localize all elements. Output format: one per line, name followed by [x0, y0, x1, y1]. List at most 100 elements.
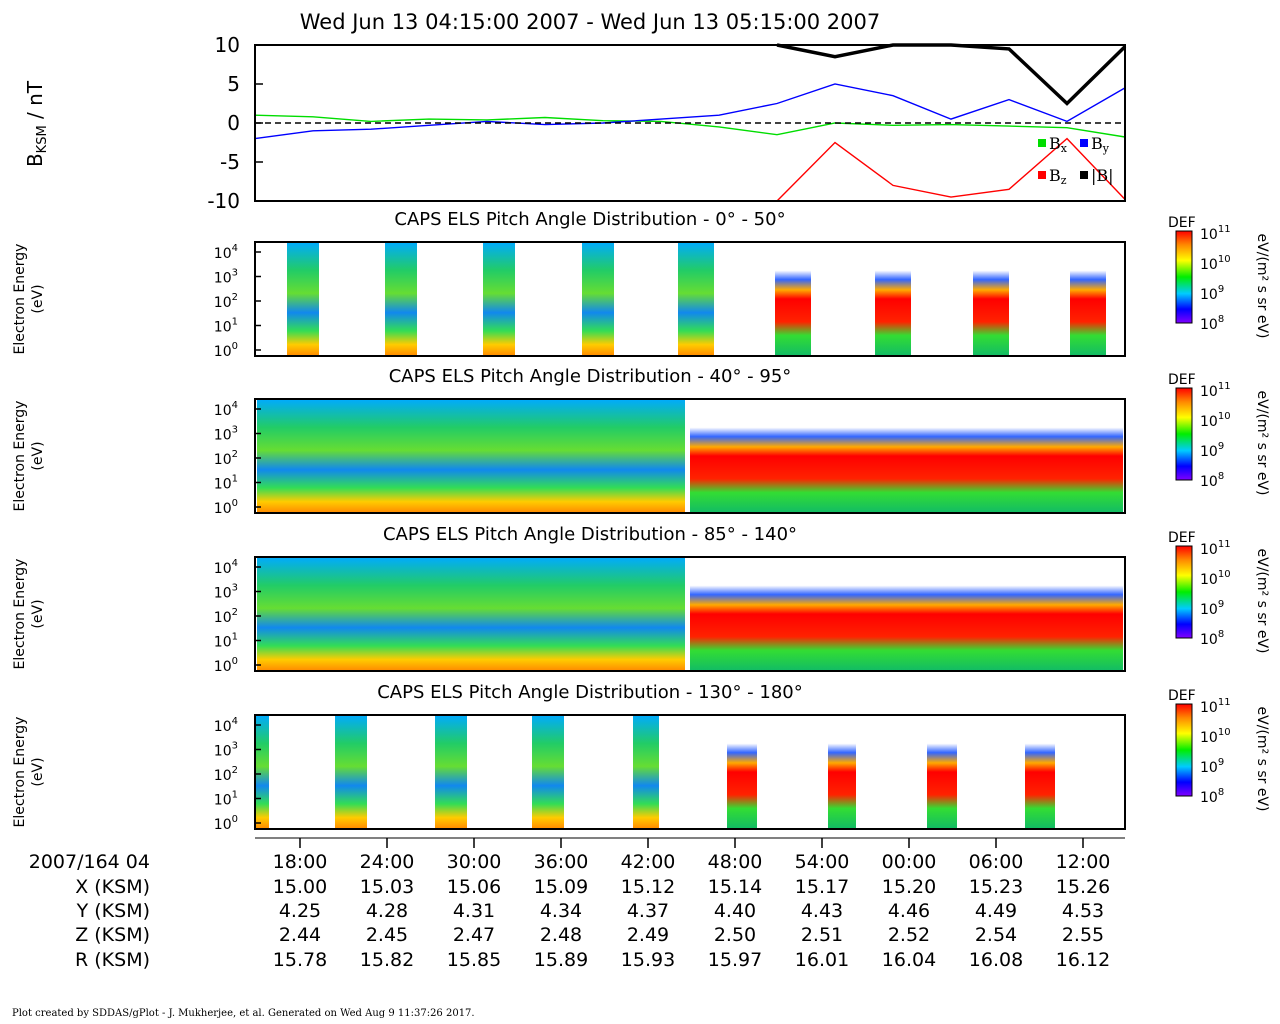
colorbar-tick-label: 109 — [1200, 284, 1224, 303]
x-tick-label: 2.51 — [801, 924, 843, 946]
colorbar-tick-label: 1011 — [1200, 539, 1231, 558]
energy-tick-label: 101 — [214, 632, 238, 651]
x-tick-label: 4.28 — [366, 900, 408, 922]
x-tick-label: 4.46 — [888, 900, 930, 922]
colorbar-gradient — [1175, 703, 1193, 797]
panel-ylabel: Electron Energy (eV) — [12, 401, 46, 512]
colorbar-gradient — [1175, 545, 1193, 639]
spectrogram-panel-4: CAPS ELS Pitch Angle Distribution - 130°… — [12, 682, 1270, 833]
panel-frame — [254, 556, 1126, 672]
colorbar-label: DEF — [1168, 215, 1196, 231]
colorbar-label: DEF — [1168, 688, 1196, 704]
colorbar-tick-label: 1010 — [1200, 254, 1231, 273]
spectrogram-block — [582, 242, 614, 356]
energy-tick-label: 104 — [214, 400, 238, 419]
x-tick-label: 15.06 — [447, 876, 501, 898]
mag-y-tick-label: 0 — [227, 111, 240, 135]
x-tick-label: 15.20 — [882, 876, 936, 898]
colorbar-tick-label: 1010 — [1200, 727, 1231, 746]
panel-frame — [254, 714, 1126, 830]
x-tick-label: 2.49 — [627, 924, 669, 946]
x-tick-label: 4.49 — [975, 900, 1017, 922]
mag-y-ticks: 10 5 0 -5 -10 — [207, 33, 263, 213]
x-tick-label: 15.03 — [360, 876, 414, 898]
x-tick-label: 12:00 — [1056, 851, 1111, 873]
panel-title: CAPS ELS Pitch Angle Distribution - 0° -… — [394, 209, 785, 230]
legend-swatch-bz — [1038, 171, 1046, 179]
colorbar-unit: eV/(m² s sr eV) — [1254, 234, 1270, 339]
x-tick-label: 16.04 — [882, 949, 936, 971]
x-row-label: R (KSM) — [75, 949, 150, 971]
mag-ylabel: BKSM / nT — [23, 80, 50, 167]
energy-tick-label: 101 — [214, 317, 238, 336]
spectrogram-block — [483, 242, 515, 356]
energy-tick-label: 101 — [214, 474, 238, 493]
spectrogram-block — [532, 715, 564, 829]
spectrogram-block — [828, 715, 856, 829]
series-line-z — [776, 137, 1126, 202]
mag-legend: Bx By Bz |B| — [1038, 134, 1114, 187]
spectrogram-panels: CAPS ELS Pitch Angle Distribution - 0° -… — [12, 209, 1270, 833]
x-tick-label: 15.93 — [621, 949, 675, 971]
colorbar-tick-label: 1011 — [1200, 381, 1231, 400]
x-tick-label: 16.01 — [795, 949, 849, 971]
spectrogram-block — [1070, 242, 1106, 356]
x-tick-label: 4.34 — [540, 900, 582, 922]
x-tick-label: 15.85 — [447, 949, 501, 971]
spectrogram-block — [927, 715, 957, 829]
x-tick-label: 4.25 — [279, 900, 321, 922]
spectrogram-block — [435, 715, 467, 829]
energy-tick-label: 102 — [214, 449, 238, 468]
x-tick-label: 24:00 — [360, 851, 415, 873]
x-tick-label: 4.37 — [627, 900, 669, 922]
x-tick-label: 4.31 — [453, 900, 495, 922]
spectrogram-panel-2: CAPS ELS Pitch Angle Distribution - 40° … — [12, 366, 1270, 517]
colorbar-tick-label: 1010 — [1200, 411, 1231, 430]
mag-panel: BKSM / nT 10 5 0 -5 -10 Bx By Bz |B| — [23, 33, 1127, 213]
x-tick-label: 2.55 — [1062, 924, 1104, 946]
spectrogram-block — [455, 557, 685, 671]
x-tick-label: 2.44 — [279, 924, 321, 946]
x-tick-label: 48:00 — [708, 851, 763, 873]
x-tick-label: 18:00 — [273, 851, 328, 873]
spectrogram-block — [678, 242, 714, 356]
legend-label-bmag: |B| — [1091, 166, 1114, 185]
energy-tick-label: 104 — [214, 716, 238, 735]
energy-tick-label: 103 — [214, 268, 238, 287]
spectrogram-block — [255, 715, 269, 829]
energy-tick-label: 100 — [214, 656, 238, 675]
x-tick-label: 36:00 — [534, 851, 589, 873]
panel-title: CAPS ELS Pitch Angle Distribution - 130°… — [377, 682, 803, 703]
x-tick-label: 2.45 — [366, 924, 408, 946]
spectrogram-block — [385, 242, 417, 356]
energy-tick-label: 103 — [214, 425, 238, 444]
x-tick-label: 15.14 — [708, 876, 762, 898]
mag-y-tick-label: -5 — [220, 150, 240, 174]
legend-swatch-bx — [1038, 139, 1046, 147]
series-line-bmag — [776, 43, 1127, 106]
colorbar-tick-label: 108 — [1200, 787, 1224, 806]
panel-title: CAPS ELS Pitch Angle Distribution - 85° … — [383, 524, 797, 545]
spectrogram-panel-3: CAPS ELS Pitch Angle Distribution - 85° … — [12, 524, 1270, 675]
energy-tick-label: 102 — [214, 765, 238, 784]
legend-label-bz: Bz — [1049, 166, 1067, 187]
x-tick-label: 16.08 — [969, 949, 1023, 971]
x-tick-label: 15.12 — [621, 876, 675, 898]
x-tick-label: 2.50 — [714, 924, 756, 946]
x-tick-label: 4.40 — [714, 900, 756, 922]
spectrogram-block — [690, 557, 1123, 671]
spectrogram-block — [775, 242, 811, 356]
x-tick-label: 4.53 — [1062, 900, 1104, 922]
colorbar-unit: eV/(m² s sr eV) — [1254, 549, 1270, 654]
spectrogram-block — [727, 715, 757, 829]
spectrogram-block — [287, 242, 319, 356]
legend-label-bx: Bx — [1049, 134, 1068, 155]
energy-tick-label: 104 — [214, 243, 238, 262]
energy-tick-label: 100 — [214, 498, 238, 517]
colorbar-tick-label: 109 — [1200, 757, 1224, 776]
colorbar-tick-label: 109 — [1200, 599, 1224, 618]
x-tick-label: 00:00 — [882, 851, 937, 873]
x-tick-label: 4.43 — [801, 900, 843, 922]
x-tick-label: 15.23 — [969, 876, 1023, 898]
